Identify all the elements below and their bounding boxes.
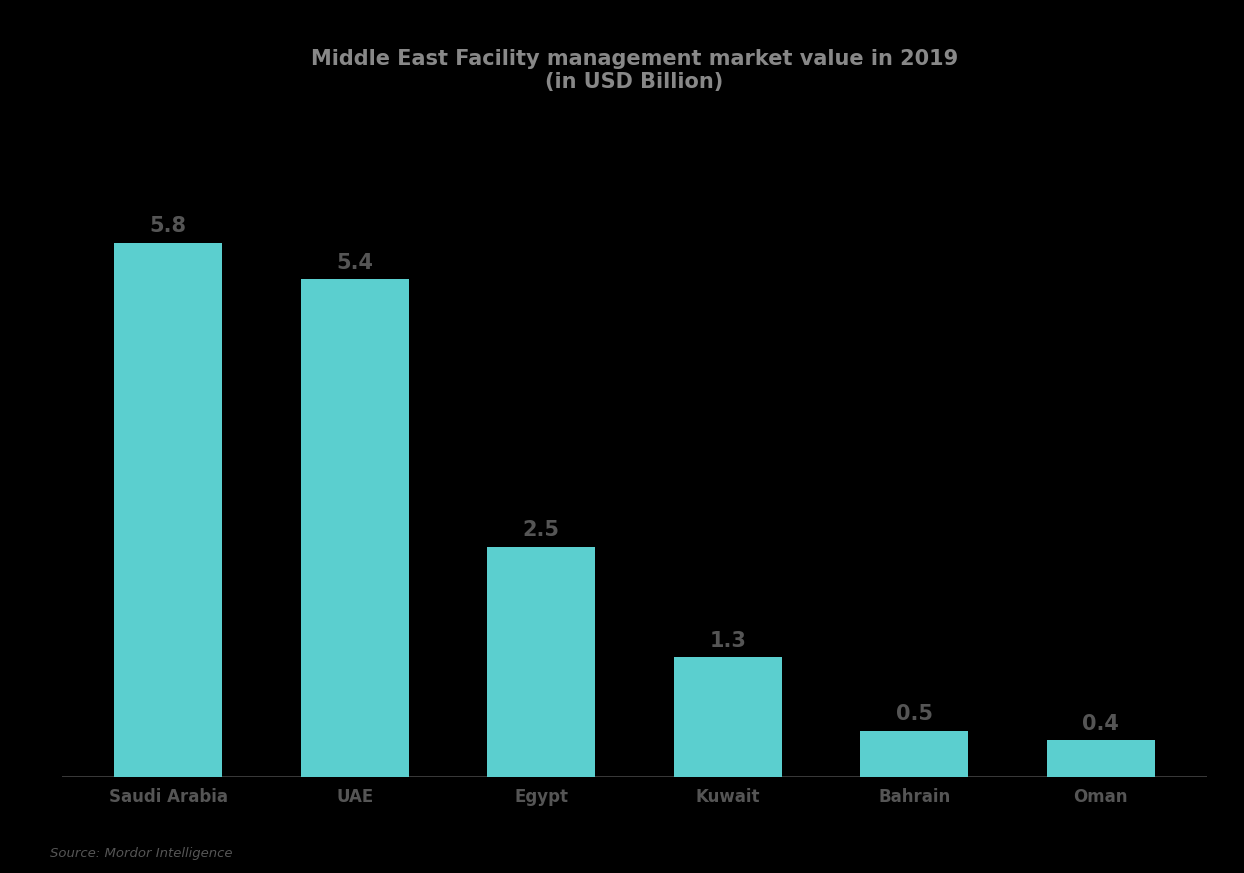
Bar	[114, 243, 223, 777]
Text: 0.4: 0.4	[1082, 713, 1120, 733]
Text: 0.5: 0.5	[896, 705, 933, 725]
Bar	[673, 657, 781, 777]
Bar	[301, 279, 409, 777]
Text: Source: Mordor Intelligence: Source: Mordor Intelligence	[50, 847, 233, 860]
Bar	[860, 731, 968, 777]
Text: 5.4: 5.4	[336, 253, 373, 273]
Bar	[1046, 740, 1154, 777]
Bar	[488, 546, 596, 777]
Text: 2.5: 2.5	[522, 520, 560, 540]
Text: 5.8: 5.8	[149, 216, 187, 236]
Text: 1.3: 1.3	[709, 630, 746, 650]
Title: Middle East Facility management market value in 2019
(in USD Billion): Middle East Facility management market v…	[311, 49, 958, 93]
